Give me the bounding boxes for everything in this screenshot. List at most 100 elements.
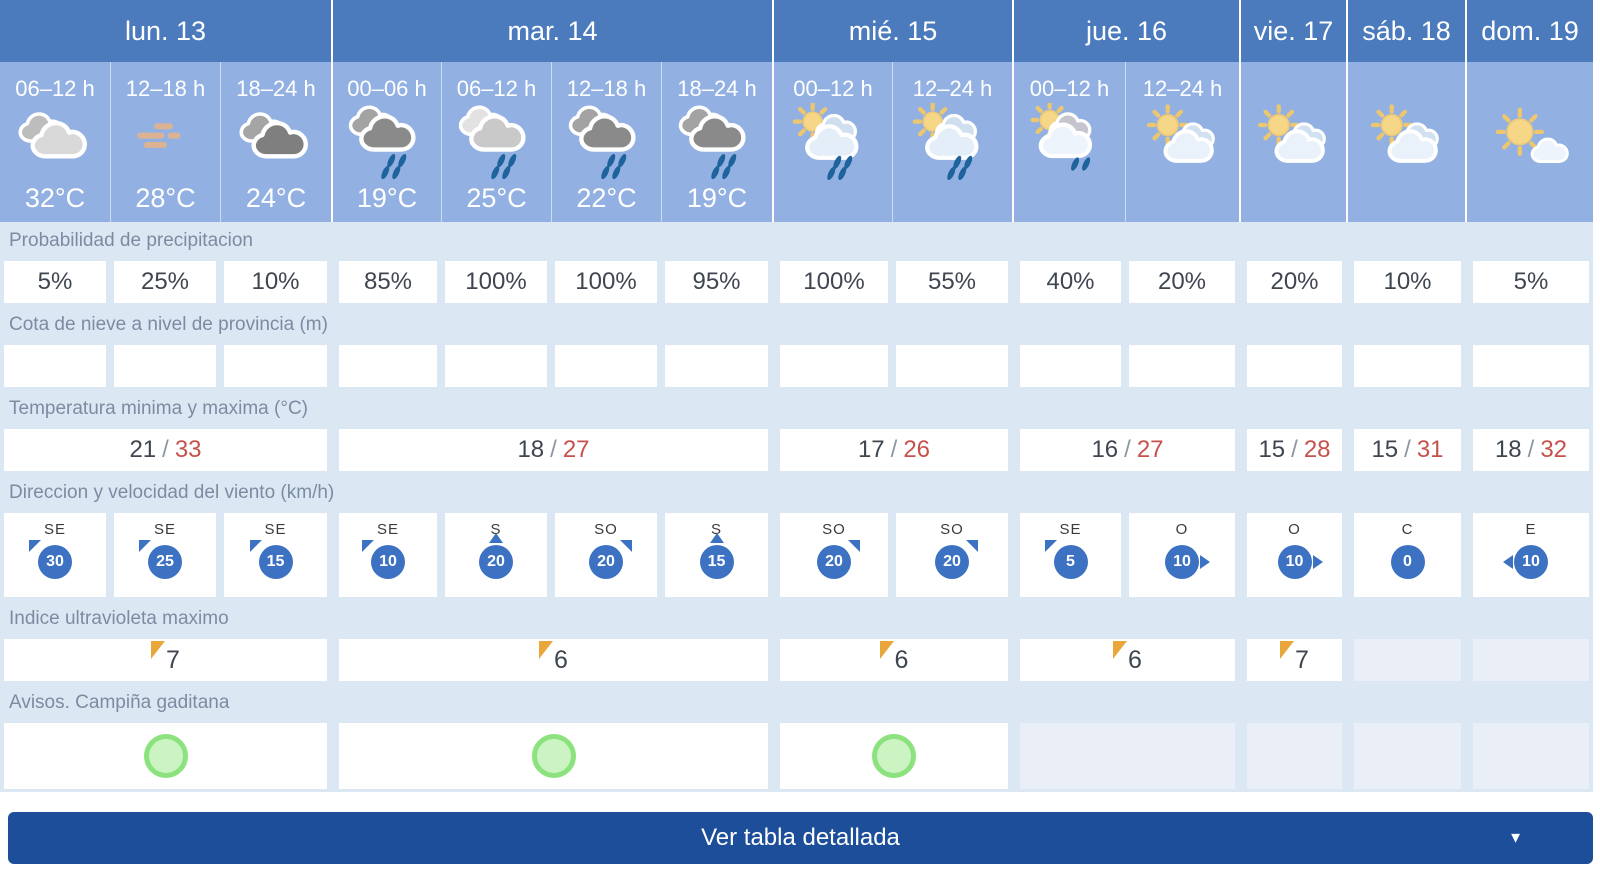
snow-level-cell: [445, 345, 547, 387]
hour-temperature: 22°C: [576, 183, 637, 213]
hour-temperature: 32°C: [24, 183, 86, 213]
snow-level-row: [0, 342, 1593, 390]
wind-arrow-ne-icon: [848, 540, 860, 552]
uv-index-cell: 6: [339, 639, 768, 681]
uv-index-cell: 6: [780, 639, 1008, 681]
warning-cell: [1473, 723, 1589, 789]
section-label-snow-level: Cota de nieve a nivel de provincia (m): [0, 306, 1593, 342]
hour-cell: 18–24 h 24°C: [220, 62, 331, 222]
max-temp: 32: [1540, 436, 1568, 463]
uv-value: 6: [554, 645, 568, 674]
precipitation-cell: 85%: [339, 261, 437, 303]
wind-speed-badge: 20: [589, 540, 632, 579]
min-temp: 18: [1494, 436, 1522, 463]
wind-speed-badge: 0: [1390, 545, 1425, 579]
snow-level-cell: [114, 345, 216, 387]
wind-arrow-w-icon: [1503, 555, 1513, 569]
precipitation-cell: 5%: [4, 261, 106, 303]
hour-cell: 12–18 h 28°C: [110, 62, 220, 222]
wind-arrow-e-icon: [1312, 555, 1323, 569]
weather-icon-wrap: [1467, 104, 1593, 180]
snow-level-cell: [224, 345, 327, 387]
max-temp: 27: [562, 436, 590, 463]
hour-range-label: 12–24 h: [912, 76, 993, 101]
wind-cell: O 10: [1247, 513, 1342, 597]
min-temp: 15: [1258, 436, 1286, 463]
wind-arrow-nw-icon: [29, 540, 41, 552]
hour-cell: 12–24 h: [1125, 62, 1239, 222]
section-label-warnings: Avisos. Campiña gaditana: [0, 684, 1593, 720]
temperature-min-max-cell: 21/33: [4, 429, 327, 471]
wind-speed-badge: 10: [1277, 545, 1323, 579]
snow-level-cell: [780, 345, 888, 387]
sun-rain-icon: [792, 103, 859, 181]
hour-range-label: 12–24 h: [1142, 76, 1223, 101]
wind-direction-label: SE: [264, 521, 287, 538]
rain-icon: [568, 105, 636, 180]
snow-level-cell: [555, 345, 657, 387]
hour-cell: 00–06 h 19°C: [331, 62, 441, 222]
precipitation-cell: 40%: [1020, 261, 1121, 303]
precipitation-cell: 95%: [665, 261, 768, 303]
weather-icon-wrap: [1014, 103, 1125, 180]
wind-arrow-nw-icon: [362, 540, 374, 552]
wind-direction-label: SO: [940, 521, 964, 538]
hour-cell: 06–12 h 25°C: [441, 62, 551, 222]
forecast-table: lun. 13 mar. 14 mié. 15 jue. 16 vie. 17 sáb. …: [0, 0, 1593, 792]
hour-temperature: 25°C: [466, 183, 527, 213]
wind-arrow-ne-icon: [620, 540, 632, 552]
sun-cloud-icon: [1146, 104, 1215, 163]
weather-icon-wrap: [552, 104, 661, 180]
wind-speed-badge: 10: [1165, 545, 1210, 579]
wind-cell: SO 20: [780, 513, 888, 597]
hour-temperature: [1348, 180, 1465, 220]
wind-cell: SE 5: [1020, 513, 1121, 597]
button-bar: Ver tabla detallada ▼: [0, 792, 1600, 864]
hour-range-label: 12–18 h: [125, 76, 206, 101]
weather-icon-wrap: [111, 104, 220, 180]
max-temp: 28: [1303, 436, 1331, 463]
temperature-min-max-cell: 18/32: [1473, 429, 1589, 471]
temperature-min-max-cell: 18/27: [339, 429, 768, 471]
min-temp: 17: [857, 436, 885, 463]
max-temp: 27: [1136, 436, 1164, 463]
uv-flag-icon: [879, 641, 894, 659]
min-temp: 15: [1371, 436, 1399, 463]
wind-speed-badge: 30: [29, 540, 72, 579]
ver-tabla-detallada-button[interactable]: Ver tabla detallada ▼: [8, 812, 1593, 864]
uv-flag-icon: [151, 641, 166, 659]
day-header-lun13: lun. 13: [0, 0, 331, 62]
wind-speed-badge: 15: [249, 540, 293, 579]
wind-direction-label: S: [490, 521, 502, 538]
wind-cell: S 20: [445, 513, 547, 597]
precipitation-cell: 100%: [780, 261, 888, 303]
wind-cell: S 15: [665, 513, 768, 597]
hour-temperature: 19°C: [356, 183, 418, 213]
wind-arrow-nw-icon: [139, 540, 151, 552]
snow-level-cell: [1354, 345, 1461, 387]
uv-value: 7: [166, 645, 180, 674]
temperature-min-max-cell: 15/28: [1247, 429, 1342, 471]
hour-temperature: 28°C: [135, 183, 196, 213]
day-header-jue16: jue. 16: [1012, 0, 1239, 62]
wind-cell: SE 25: [114, 513, 216, 597]
wind-direction-label: SE: [376, 521, 399, 538]
wind-speed-badge: 15: [699, 533, 734, 579]
rain-icon: [678, 105, 746, 180]
hour-range-label: [1241, 62, 1346, 104]
temperature-min-max-cell: 16/27: [1020, 429, 1235, 471]
wind-arrow-n-icon: [709, 533, 724, 543]
snow-level-cell: [665, 345, 768, 387]
light-rain-icon: [458, 105, 526, 180]
hour-cell: 18–24 h 19°C: [661, 62, 772, 222]
precipitation-cell: 100%: [445, 261, 547, 303]
wind-direction-label: E: [1525, 521, 1537, 538]
uv-flag-icon: [1280, 641, 1295, 659]
sun-light-rain-icon: [1030, 103, 1092, 171]
wind-speed-badge: 10: [362, 540, 405, 579]
wind-direction-label: SE: [153, 521, 176, 538]
precipitation-cell: 55%: [896, 261, 1008, 303]
wind-direction-label: C: [1401, 521, 1414, 538]
uv-value: 7: [1295, 645, 1309, 674]
snow-level-cell: [339, 345, 437, 387]
